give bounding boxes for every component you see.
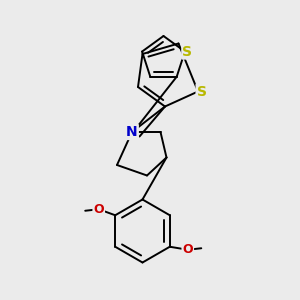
Text: S: S [182, 44, 192, 58]
Text: O: O [93, 203, 104, 216]
Text: O: O [182, 243, 193, 256]
Text: N: N [126, 125, 138, 139]
Text: S: S [196, 85, 207, 98]
